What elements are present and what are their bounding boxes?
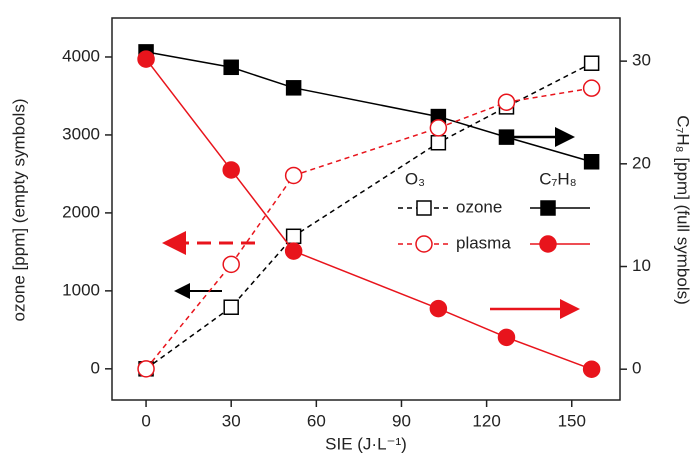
legend-marker [539, 235, 557, 253]
y2-tick-label: 20 [632, 153, 651, 172]
x-tick-label: 60 [307, 411, 326, 430]
legend-marker [415, 235, 433, 253]
marker [497, 93, 516, 111]
series-line [145, 58, 592, 370]
y2-axis-label: C₇H₈ [ppm] (full symbols) [674, 115, 693, 305]
marker [137, 360, 155, 378]
y-tick-label: 0 [91, 358, 100, 377]
marker [429, 119, 448, 137]
x-tick-label: 120 [472, 411, 500, 430]
marker [223, 59, 239, 76]
y-tick-label: 4000 [62, 46, 100, 65]
x-tick-label: 150 [558, 411, 586, 430]
marker [222, 255, 240, 274]
x-tick-label: 30 [222, 411, 241, 430]
legend-label: plasma [456, 233, 511, 252]
marker [583, 154, 600, 170]
marker [223, 299, 239, 315]
marker [222, 161, 240, 179]
marker [583, 55, 600, 71]
marker [285, 80, 302, 96]
y-tick-label: 3000 [62, 124, 100, 143]
marker [497, 328, 516, 347]
marker [284, 166, 303, 185]
marker [429, 299, 448, 318]
plot-frame [111, 17, 621, 401]
marker [498, 129, 515, 145]
x-axis-label: SIE (J·L⁻¹) [325, 434, 407, 453]
series-line [145, 87, 592, 370]
y-tick-label: 2000 [62, 202, 100, 221]
legend-header: O₃ [405, 169, 425, 188]
y-tick-label: 1000 [62, 280, 100, 299]
series-line [145, 62, 592, 370]
y2-tick-label: 10 [632, 256, 651, 275]
marker [137, 50, 155, 68]
legend-label: ozone [456, 197, 502, 216]
y2-tick-label: 30 [632, 51, 651, 70]
marker [430, 134, 447, 151]
y2-tick-label: 0 [632, 359, 641, 378]
marker [582, 79, 601, 97]
marker [582, 360, 601, 378]
legend-header: C₇H₈ [539, 169, 576, 188]
marker [285, 228, 302, 245]
x-tick-label: 90 [392, 411, 411, 430]
y-axis-label: ozone [ppm] (empty symbols) [9, 99, 28, 322]
series-line [145, 51, 592, 163]
marker [284, 242, 303, 260]
legend-marker [540, 200, 556, 216]
legend-marker [416, 200, 432, 216]
x-tick-label: 0 [141, 411, 150, 430]
